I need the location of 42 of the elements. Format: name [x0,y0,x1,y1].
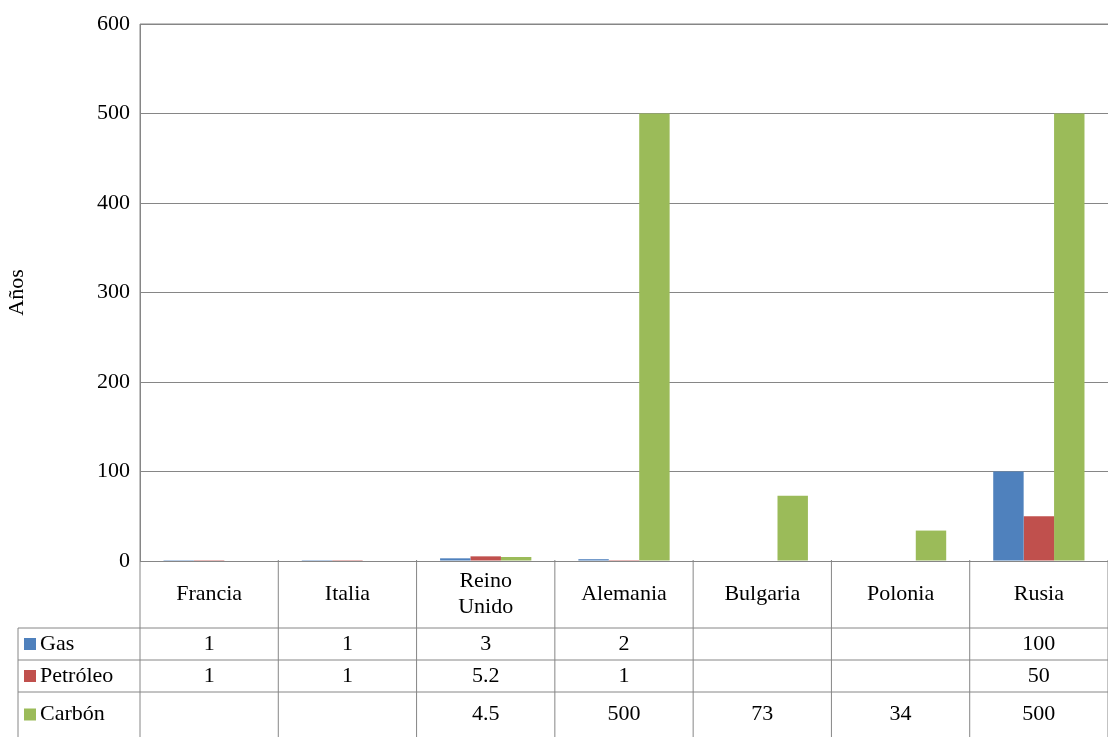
y-tick-label: 300 [97,278,130,304]
data-label: 3 [480,629,492,655]
y-tick-label: 600 [97,9,130,35]
bar [440,558,471,561]
bar [1054,113,1085,561]
legend-label: Carbón [40,700,105,726]
data-label: 4.5 [471,700,500,726]
data-label: 1 [203,661,215,687]
bar [1023,516,1055,561]
y-tick-label: 500 [97,99,130,125]
data-label: 2 [618,629,630,655]
data-label: 100 [1022,629,1056,655]
data-label: 1 [203,629,215,655]
bar [993,471,1024,561]
x-tick-label: Bulgaria [724,579,801,605]
bar [639,113,670,561]
bar [777,495,808,561]
x-tick-label: Italia [324,579,371,605]
y-tick-label: 200 [97,367,130,393]
data-label: 500 [607,700,641,726]
data-label: 5.2 [471,661,500,687]
data-label: 1 [341,629,353,655]
y-tick-label: 400 [97,188,130,214]
bar [915,530,947,561]
bar [470,556,501,561]
data-label: 1 [618,661,630,687]
y-tick-label: 100 [97,457,130,483]
x-tick-label: Reino Unido [458,566,514,618]
data-label: 50 [1027,661,1050,687]
legend-label: Gas [40,629,75,655]
data-label: 1 [341,661,353,687]
data-label: 500 [1022,700,1056,726]
y-axis-title: Años [2,269,28,316]
y-tick-label: 0 [119,546,130,572]
legend-label: Petróleo [40,661,114,687]
x-tick-label: Rusia [1013,579,1065,605]
x-tick-label: Francia [176,579,243,605]
data-label: 34 [889,700,912,726]
data-label: 73 [751,700,774,726]
x-tick-label: Alemania [581,579,667,605]
bar [500,556,532,561]
x-tick-label: Polonia [866,579,935,605]
